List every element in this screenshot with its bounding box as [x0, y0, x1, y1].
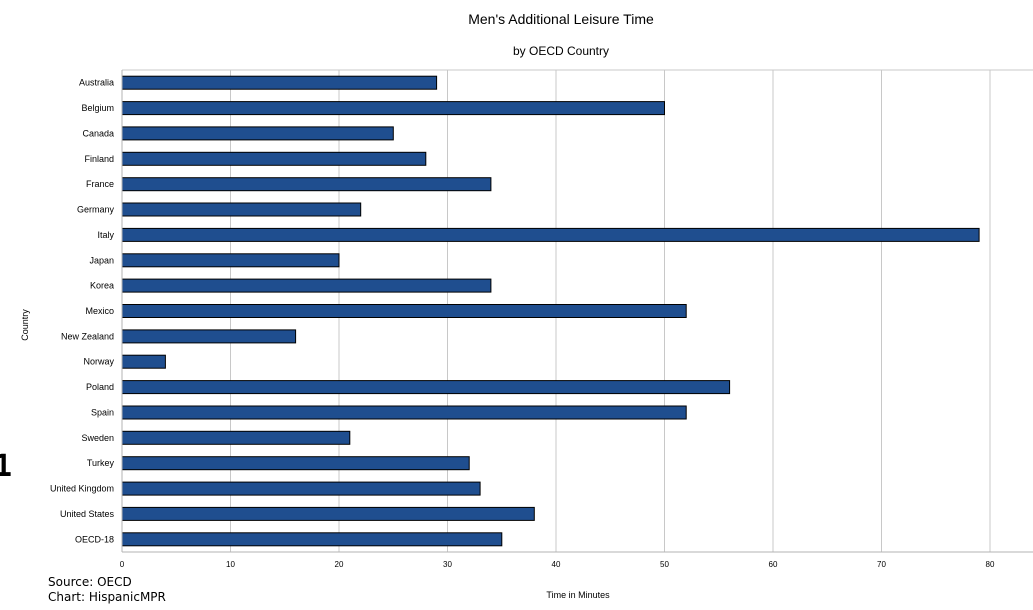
bars [121, 75, 980, 547]
y-tick-label: United States [60, 509, 115, 519]
y-tick-labels: Australia Belgium Canada Finland France Germa… [50, 78, 115, 545]
bar [121, 430, 351, 445]
x-tick-label: 10 [226, 560, 235, 569]
bar [121, 506, 535, 521]
bar [121, 177, 492, 192]
y-tick-label: New Zealand [61, 331, 114, 341]
bar [121, 278, 492, 293]
y-tick-label: Germany [77, 205, 115, 215]
y-tick-label: Japan [89, 255, 114, 265]
x-tick-label: 20 [335, 560, 344, 569]
chart-title: Men's Additional Leisure Time [468, 11, 654, 27]
bar [121, 380, 731, 395]
y-tick-label: Poland [86, 382, 114, 392]
x-tick-label: 50 [660, 560, 669, 569]
x-tick-label: 0 [120, 560, 125, 569]
bar [121, 75, 438, 90]
bar [121, 151, 427, 166]
source-note: Source: OECD [48, 575, 132, 589]
bar [121, 481, 481, 496]
y-tick-label: Belgium [81, 103, 114, 113]
bar [121, 456, 470, 471]
x-tick-label: 40 [552, 560, 561, 569]
y-tick-label: Australia [79, 78, 114, 88]
y-tick-label: Turkey [87, 458, 115, 468]
y-tick-label: United Kingdom [50, 484, 114, 494]
y-tick-label: Spain [91, 408, 114, 418]
y-tick-label: Sweden [81, 433, 114, 443]
bar [121, 101, 665, 116]
bar [121, 126, 394, 141]
x-axis-label: Time in Minutes [546, 590, 610, 600]
bar [121, 253, 340, 268]
chart-credit: Chart: HispanicMPR [48, 590, 166, 604]
chart-subtitle: by OECD Country [513, 44, 609, 58]
x-tick-label: 80 [986, 560, 995, 569]
x-tick-label: 60 [769, 560, 778, 569]
y-tick-label: Finland [84, 154, 114, 164]
chart-notes: Source: OECD Chart: HispanicMPR [48, 575, 166, 605]
y-tick-label: France [86, 179, 114, 189]
x-tick-label: 70 [877, 560, 886, 569]
y-tick-label: Canada [82, 128, 114, 138]
bar [121, 354, 166, 369]
bar [121, 532, 503, 547]
y-tick-label: Norway [83, 357, 114, 367]
bar [121, 329, 297, 344]
edge-glyph: 1 [0, 449, 13, 484]
y-tick-label: Italy [97, 230, 114, 240]
y-axis-label: Country [20, 309, 30, 341]
y-tick-label: OECD-18 [75, 534, 114, 544]
bar [121, 202, 362, 217]
bar [121, 227, 980, 242]
y-tick-label: Korea [90, 281, 114, 291]
y-tick-label: Mexico [85, 306, 114, 316]
bar [121, 405, 687, 420]
x-tick-labels: 0 10 20 30 40 50 60 70 80 [120, 560, 995, 569]
x-tick-label: 30 [443, 560, 452, 569]
bar [121, 304, 687, 318]
